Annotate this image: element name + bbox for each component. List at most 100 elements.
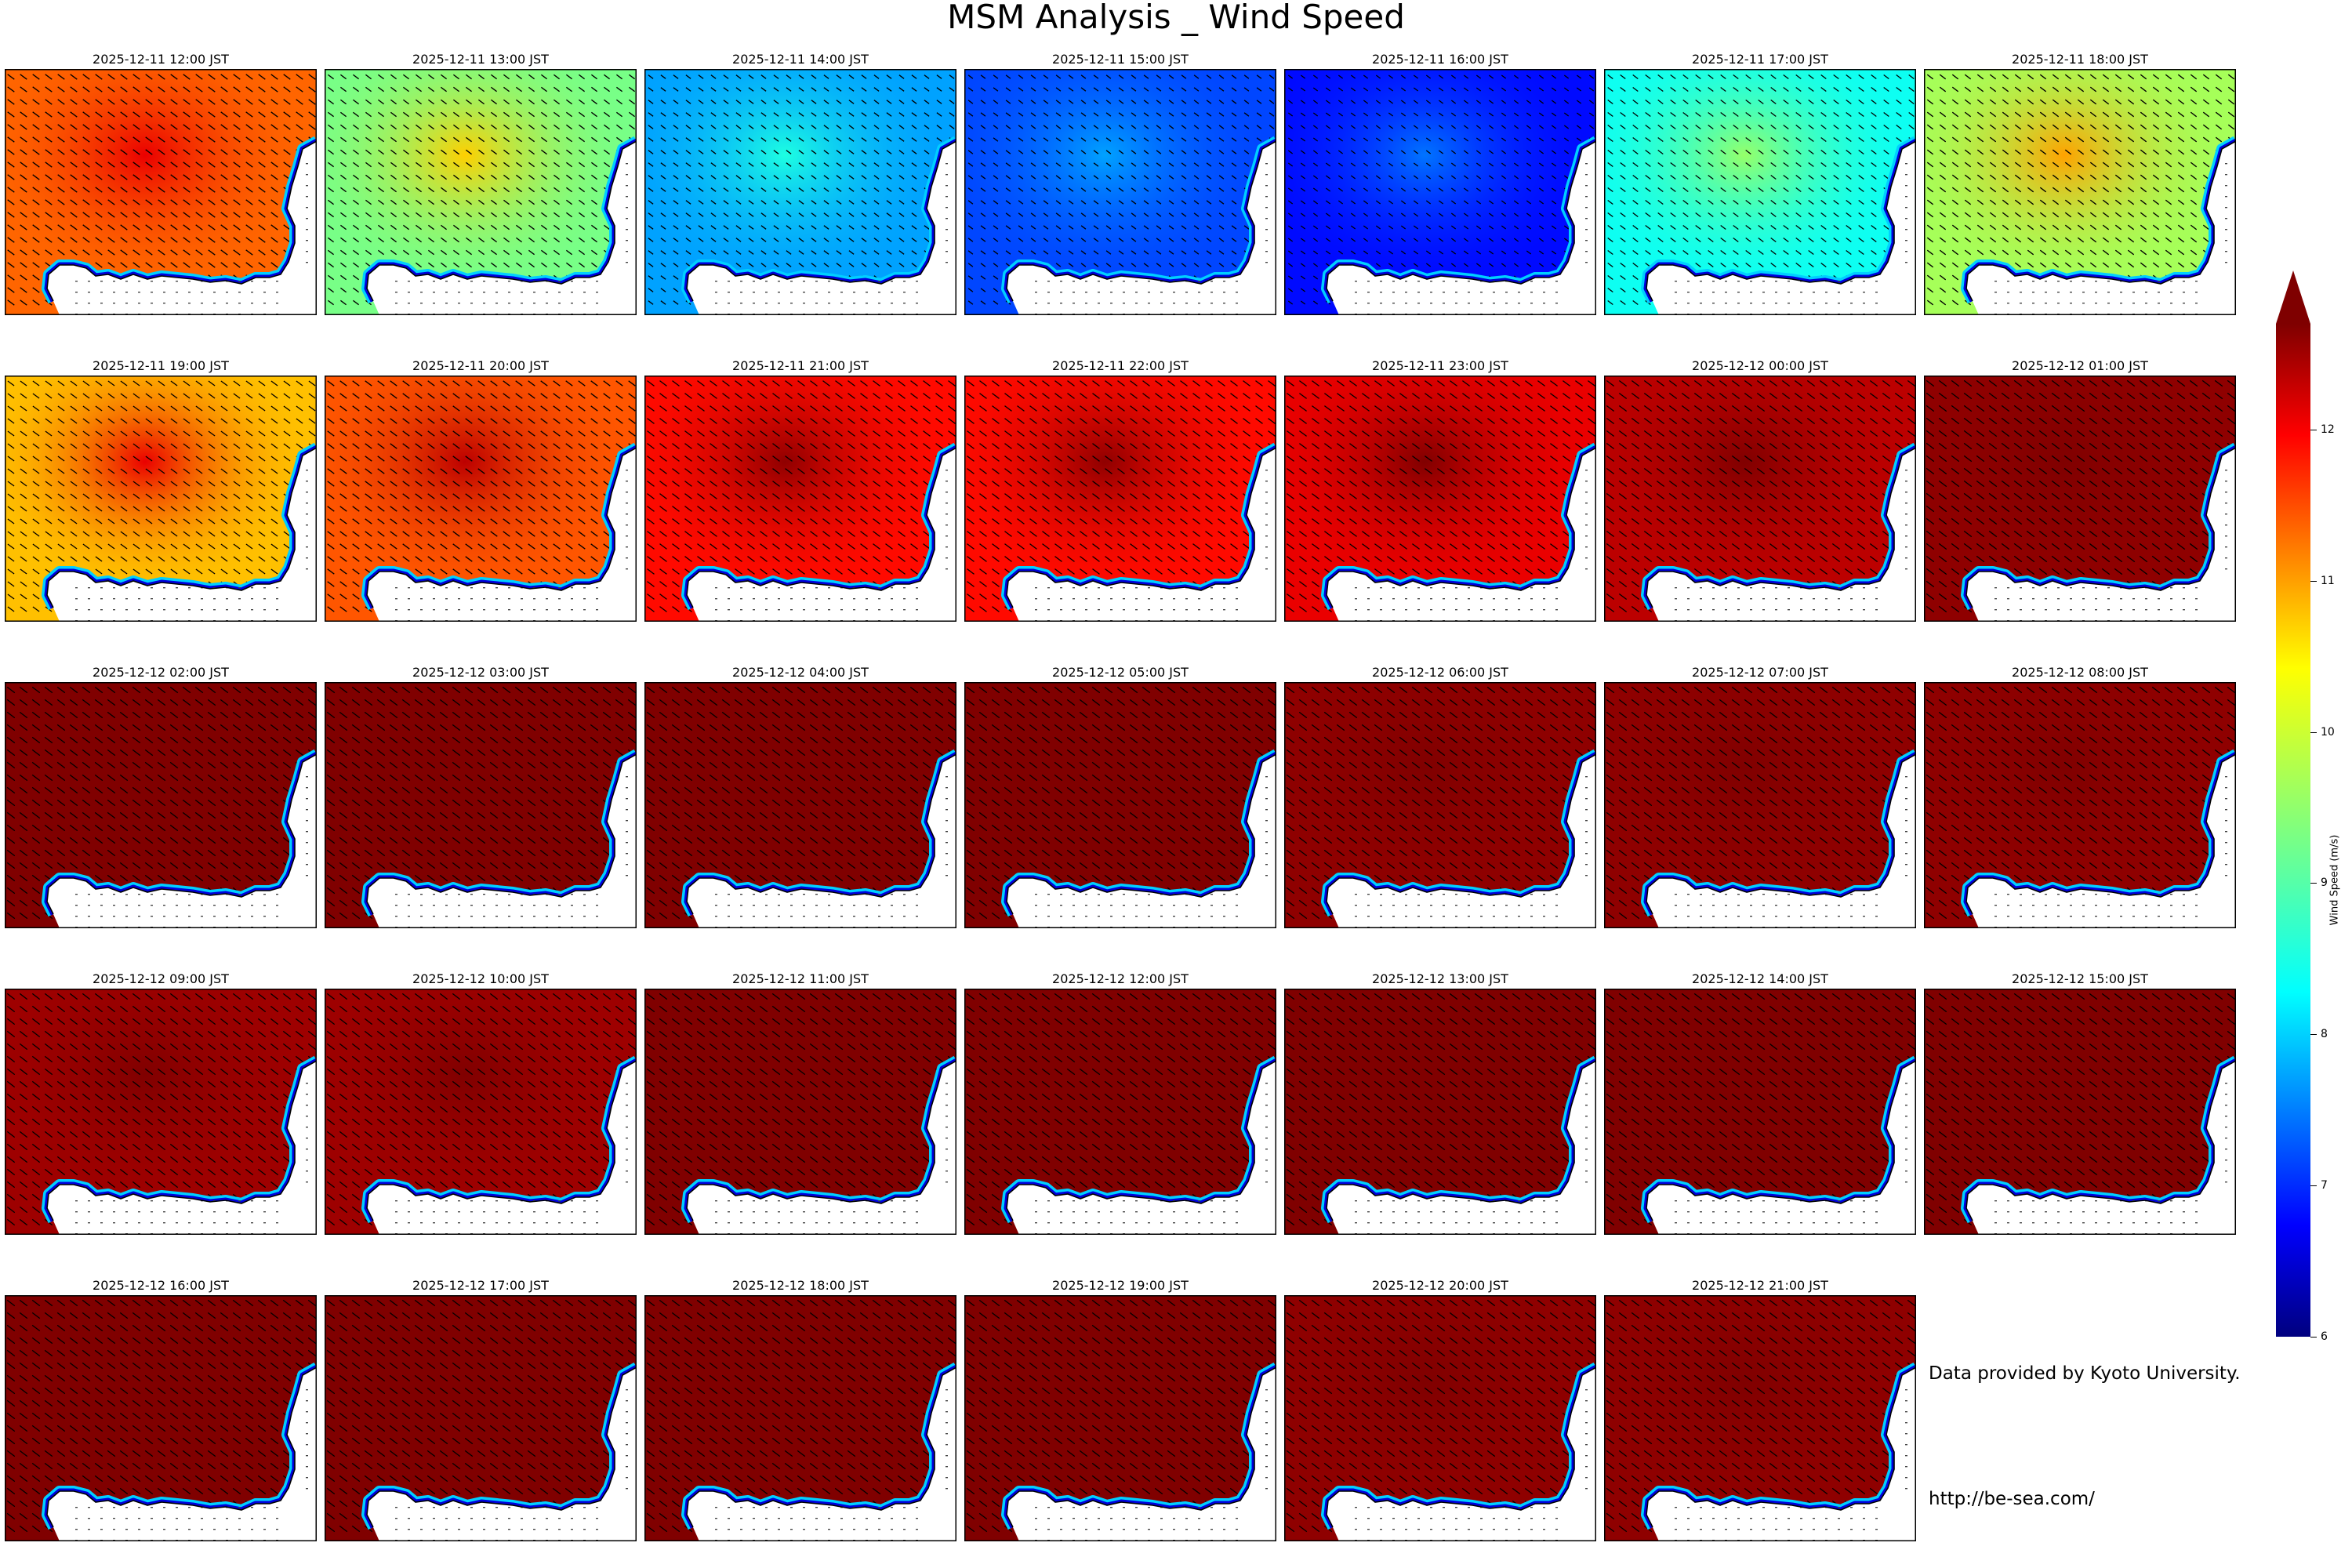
- panel-frame: [1284, 376, 1596, 622]
- panel-title: 2025-12-12 12:00 JST: [1052, 971, 1189, 986]
- panel-title: 2025-12-12 15:00 JST: [2012, 971, 2148, 986]
- land-mask: [367, 141, 637, 315]
- wind-field-map: [1924, 69, 2236, 315]
- coastline: [686, 1367, 956, 1528]
- coastline: [366, 1367, 637, 1528]
- coastline: [1646, 1367, 1916, 1528]
- map-panel: 2025-12-12 06:00 JST: [1284, 665, 1596, 928]
- panel-frame: [5, 1295, 317, 1541]
- panel-title: 2025-12-12 01:00 JST: [2012, 358, 2148, 373]
- coastline: [1646, 1060, 1916, 1221]
- land-mask: [1646, 754, 1916, 928]
- wind-field-map: [1924, 682, 2236, 928]
- map-panel: 2025-12-11 20:00 JST: [325, 358, 637, 622]
- wind-field-map: [1284, 69, 1596, 315]
- url-link[interactable]: http://be-sea.com/: [1929, 1489, 2095, 1509]
- wind-field-map: [1924, 989, 2236, 1235]
- coastline: [1006, 753, 1276, 915]
- panel-frame: [1284, 682, 1596, 928]
- wind-field-map: [644, 376, 956, 622]
- map-panel: 2025-12-11 13:00 JST: [325, 52, 637, 315]
- panel-frame: [5, 682, 317, 928]
- panel-frame: [1604, 69, 1916, 315]
- colorbar-tick-label: 6: [2321, 1330, 2328, 1343]
- wind-field-map: [644, 69, 956, 315]
- wind-field-map: [325, 682, 637, 928]
- coastline: [1326, 447, 1596, 608]
- panel-title: 2025-12-11 18:00 JST: [2012, 52, 2148, 67]
- panel-frame: [325, 989, 637, 1235]
- map-panel: 2025-12-11 16:00 JST: [1284, 52, 1596, 315]
- coastline: [1006, 1060, 1276, 1221]
- coastline: [1006, 447, 1276, 608]
- land-mask: [687, 141, 956, 315]
- panel-title: 2025-12-12 05:00 JST: [1052, 665, 1189, 680]
- panel-frame: [1284, 989, 1596, 1235]
- panel-frame: [964, 1295, 1276, 1541]
- wind-field-map: [644, 989, 956, 1235]
- wind-field-map: [1284, 682, 1596, 928]
- coastline: [1965, 753, 2236, 915]
- coastline: [1965, 1060, 2236, 1221]
- panel-frame: [1604, 376, 1916, 622]
- land-mask: [367, 1367, 637, 1541]
- land-mask: [47, 141, 317, 315]
- coastline: [686, 753, 956, 915]
- map-panel: 2025-12-12 05:00 JST: [964, 665, 1276, 928]
- map-panel: 2025-12-12 11:00 JST: [644, 971, 956, 1235]
- land-mask: [1327, 1367, 1596, 1541]
- map-panel: 2025-12-11 19:00 JST: [5, 358, 317, 622]
- coastline: [686, 140, 956, 302]
- map-panel: 2025-12-11 15:00 JST: [964, 52, 1276, 315]
- colorbar-tick-mark: [2310, 1337, 2317, 1338]
- panel-title: 2025-12-12 10:00 JST: [412, 971, 549, 986]
- wind-field-map: [644, 1295, 956, 1541]
- map-panel: 2025-12-12 08:00 JST: [1924, 665, 2236, 928]
- panel-frame: [325, 69, 637, 315]
- wind-field-map: [5, 376, 317, 622]
- map-panel: 2025-12-11 22:00 JST: [964, 358, 1276, 622]
- land-mask: [687, 1367, 956, 1541]
- coastline: [366, 447, 637, 608]
- wind-field-map: [5, 989, 317, 1235]
- map-panel: 2025-12-12 02:00 JST: [5, 665, 317, 928]
- land-mask: [47, 1061, 317, 1235]
- map-panel: 2025-12-11 12:00 JST: [5, 52, 317, 315]
- map-panel: 2025-12-11 18:00 JST: [1924, 52, 2236, 315]
- land-mask: [367, 1061, 637, 1235]
- panel-title: 2025-12-12 21:00 JST: [1692, 1278, 1828, 1293]
- land-mask: [1966, 1061, 2236, 1235]
- panel-title: 2025-12-12 19:00 JST: [1052, 1278, 1189, 1293]
- colorbar-label: Wind Speed (m/s): [2328, 834, 2341, 926]
- panel-frame: [325, 1295, 637, 1541]
- land-mask: [1007, 141, 1276, 315]
- land-mask: [1966, 754, 2236, 928]
- panel-frame: [964, 989, 1276, 1235]
- land-mask: [47, 448, 317, 622]
- credit-text: Data provided by Kyoto University.: [1929, 1363, 2241, 1384]
- colorbar-tick-mark: [2310, 1034, 2317, 1036]
- coastline: [46, 1060, 317, 1221]
- panel-frame: [644, 682, 956, 928]
- coastline: [1326, 753, 1596, 915]
- panel-title: 2025-12-11 22:00 JST: [1052, 358, 1189, 373]
- panel-title: 2025-12-11 21:00 JST: [732, 358, 869, 373]
- panel-frame: [325, 682, 637, 928]
- colorbar-tick-label: 9: [2321, 877, 2328, 890]
- wind-field-map: [325, 69, 637, 315]
- panel-title: 2025-12-11 13:00 JST: [412, 52, 549, 67]
- colorbar: [2276, 270, 2310, 1337]
- coastline: [1646, 447, 1916, 608]
- wind-field-map: [1604, 1295, 1916, 1541]
- coastline: [1326, 140, 1596, 302]
- map-panel: 2025-12-12 03:00 JST: [325, 665, 637, 928]
- wind-field-map: [5, 69, 317, 315]
- map-panel: 2025-12-12 13:00 JST: [1284, 971, 1596, 1235]
- colorbar-extend-arrow: [2276, 270, 2310, 324]
- wind-field-map: [1924, 376, 2236, 622]
- map-panel: 2025-12-12 20:00 JST: [1284, 1278, 1596, 1541]
- map-panel: 2025-12-12 12:00 JST: [964, 971, 1276, 1235]
- panel-title: 2025-12-12 17:00 JST: [412, 1278, 549, 1293]
- wind-field-map: [964, 989, 1276, 1235]
- wind-field-map: [325, 376, 637, 622]
